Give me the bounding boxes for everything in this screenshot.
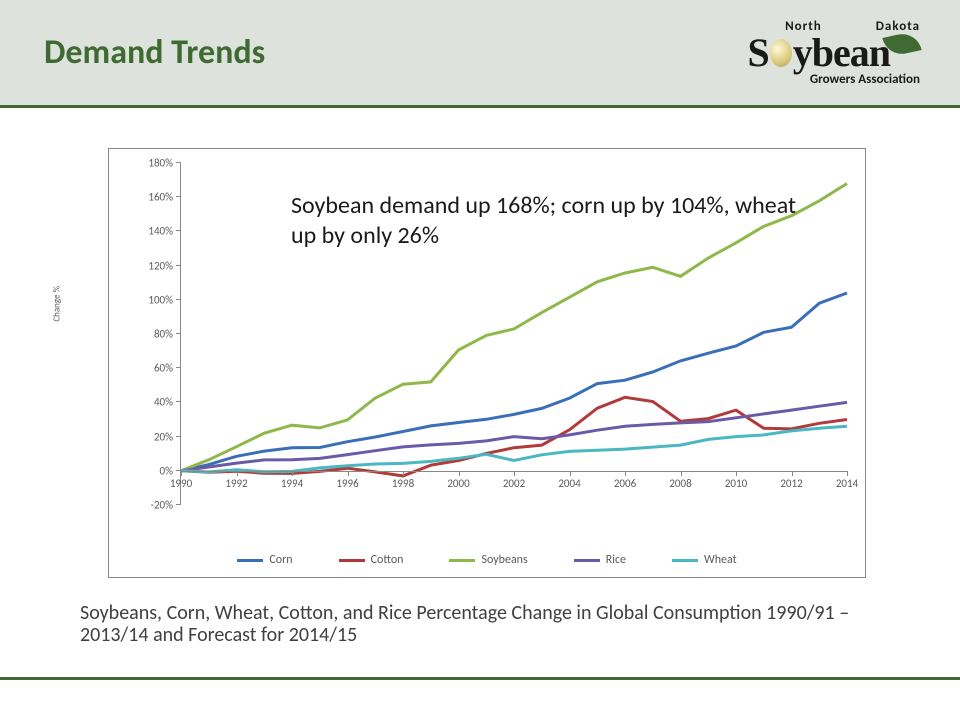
legend-swatch [339, 559, 365, 562]
y-axis: Change % -20%0%20%40%60%80%100%120%140%1… [109, 163, 181, 505]
logo-mid-pre: S [748, 33, 769, 73]
legend-item-corn: Corn [237, 553, 292, 567]
chart-annotation: Soybean demand up 168%; corn up by 104%,… [291, 191, 811, 251]
footer-rule [0, 677, 960, 680]
y-axis-title: Change % [52, 286, 63, 322]
legend-swatch [672, 559, 698, 562]
y-tick-label: 140% [148, 225, 173, 238]
legend-item-wheat: Wheat [672, 553, 737, 567]
header-bar: Demand Trends North Dakota Sybean Grower… [0, 0, 960, 108]
y-tick-label: 100% [148, 293, 173, 306]
legend-swatch [449, 559, 475, 562]
x-tick-label: 2006 [614, 477, 636, 490]
slide-title: Demand Trends [44, 32, 265, 73]
y-tick-label: 160% [148, 191, 173, 204]
legend-item-rice: Rice [574, 553, 626, 567]
legend-label: Soybeans [481, 553, 527, 567]
legend-item-cotton: Cotton [339, 553, 404, 567]
x-tick-label: 1994 [281, 477, 303, 490]
legend-item-soybeans: Soybeans [449, 553, 527, 567]
caption: Soybeans, Corn, Wheat, Cotton, and Rice … [80, 602, 880, 646]
x-tick-label: 2012 [780, 477, 802, 490]
y-tick-label: 120% [148, 259, 173, 272]
legend-label: Cotton [371, 553, 404, 567]
x-tick-label: 2000 [447, 477, 469, 490]
x-tick-label: 1996 [336, 477, 358, 490]
soybean-o-icon [770, 39, 792, 67]
legend-swatch [574, 559, 600, 562]
x-tick-label: 2008 [669, 477, 691, 490]
chart-container: Change % -20%0%20%40%60%80%100%120%140%1… [108, 148, 866, 578]
legend-label: Rice [606, 553, 626, 567]
x-tick-label: 2014 [836, 477, 858, 490]
y-tick-label: 80% [154, 328, 173, 341]
plot-area: Soybean demand up 168%; corn up by 104%,… [181, 163, 847, 505]
x-tick-label: 2002 [503, 477, 525, 490]
y-tick-label: 0% [160, 464, 173, 477]
legend-label: Wheat [704, 553, 737, 567]
y-tick-label: 180% [148, 157, 173, 170]
legend: Corn Cotton Soybeans Rice Wheat [109, 553, 865, 567]
logo: North Dakota Sybean Growers Association [748, 20, 921, 86]
legend-swatch [237, 559, 263, 562]
logo-mid-post: ybean [793, 33, 890, 73]
x-tick-label: 2004 [558, 477, 580, 490]
y-tick-label: 40% [154, 396, 173, 409]
x-tick-label: 1992 [225, 477, 247, 490]
x-tick-label: 2010 [725, 477, 747, 490]
y-tick-label: 20% [154, 430, 173, 443]
x-tick-label: 1990 [170, 477, 192, 490]
y-tick-label: 60% [154, 362, 173, 375]
logo-bottom: Growers Association [810, 73, 920, 86]
x-tick-label: 1998 [392, 477, 414, 490]
y-tick-label: -20% [151, 499, 173, 512]
legend-label: Corn [269, 553, 292, 567]
series-corn [181, 293, 847, 471]
